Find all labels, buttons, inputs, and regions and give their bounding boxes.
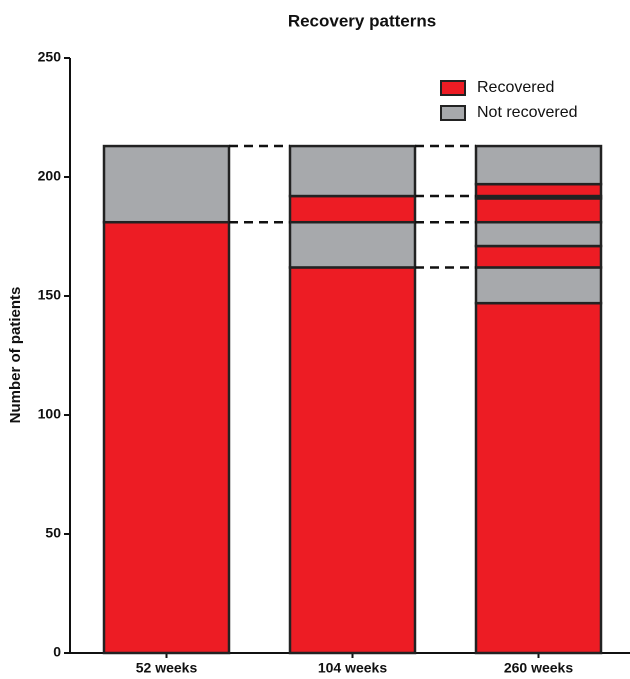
y-axis-label: Number of patients: [7, 287, 24, 424]
y-tick-label: 200: [38, 168, 62, 184]
legend-label: Not recovered: [477, 104, 578, 121]
x-tick-label: 52 weeks: [136, 660, 198, 676]
bar-segment: [474, 244, 603, 269]
legend-swatch: [440, 105, 466, 121]
bar-segment: [288, 220, 417, 269]
bar-segment: [102, 144, 231, 224]
bar-segment: [474, 182, 603, 198]
legend-swatch: [440, 80, 466, 96]
bar-segment: [474, 301, 603, 655]
bar-segment: [474, 220, 603, 248]
y-tick-label: 100: [38, 406, 62, 422]
x-tick-label: 104 weeks: [318, 660, 387, 676]
x-tick-label: 260 weeks: [504, 660, 573, 676]
bar-segment: [288, 266, 417, 655]
y-tick-label: 150: [38, 287, 62, 303]
bar-segment: [474, 197, 603, 224]
legend-label: Recovered: [477, 79, 554, 96]
chart-title: Recovery patterns: [288, 11, 436, 30]
bar-segment: [288, 144, 417, 198]
bar-segment: [102, 220, 231, 655]
bar-segment: [474, 266, 603, 305]
y-tick-label: 250: [38, 49, 62, 65]
y-tick-label: 0: [53, 644, 61, 660]
bar-segment: [474, 144, 603, 186]
bar-segment: [288, 194, 417, 224]
y-tick-label: 50: [45, 525, 61, 541]
